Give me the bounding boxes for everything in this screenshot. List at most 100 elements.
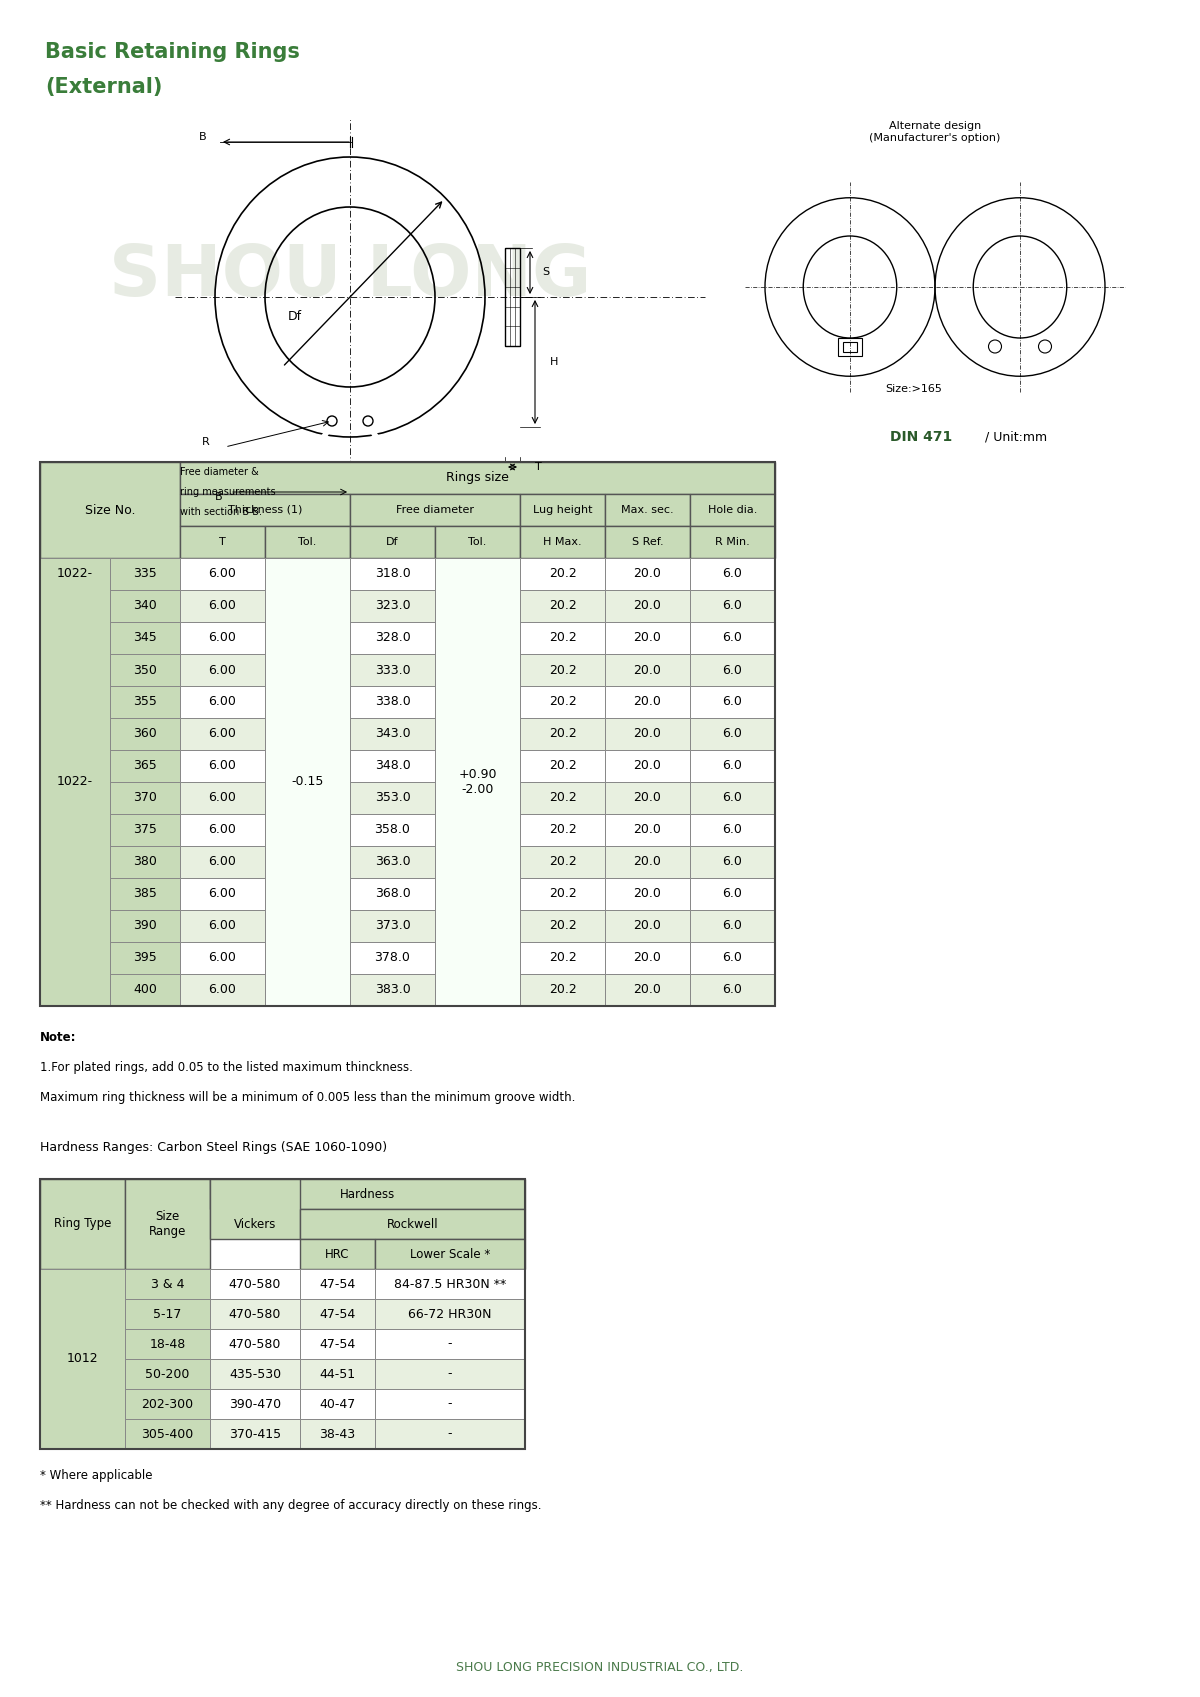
Bar (40, 1298, 125, 1329)
Text: 333.0: 333.0 (374, 664, 410, 677)
Text: 20.0: 20.0 (634, 952, 661, 964)
Text: 6.0: 6.0 (722, 855, 743, 869)
Text: 3 & 4: 3 & 4 (151, 1278, 185, 1290)
Bar (110, 718, 180, 750)
Text: Free diameter &: Free diameter & (180, 467, 259, 477)
Bar (180, 623, 265, 653)
Bar (350, 942, 436, 974)
Text: SHOU LONG PRECISION INDUSTRIAL CO., LTD.: SHOU LONG PRECISION INDUSTRIAL CO., LTD. (456, 1660, 744, 1673)
Bar (180, 462, 775, 494)
Bar (300, 1269, 374, 1298)
Text: 20.2: 20.2 (548, 791, 576, 804)
Text: 470-580: 470-580 (229, 1278, 281, 1290)
Text: 20.2: 20.2 (548, 823, 576, 837)
Bar (180, 558, 265, 591)
Bar (520, 623, 605, 653)
Text: 335: 335 (133, 567, 157, 580)
Text: 6.0: 6.0 (722, 823, 743, 837)
Bar (40, 1179, 125, 1269)
Text: T: T (220, 536, 226, 546)
Text: 390-470: 390-470 (229, 1398, 281, 1410)
Bar (300, 1239, 374, 1269)
Bar (265, 558, 350, 591)
Text: 6.0: 6.0 (722, 664, 743, 677)
Bar (40, 1269, 125, 1449)
Bar (210, 1359, 300, 1390)
Text: Alternate design
(Manufacturer's option): Alternate design (Manufacturer's option) (869, 120, 1001, 143)
Text: Size:>165: Size:>165 (886, 384, 942, 394)
Bar (125, 1390, 210, 1419)
Text: 20.0: 20.0 (634, 599, 661, 613)
Text: R: R (203, 438, 210, 446)
Text: Tol.: Tol. (299, 536, 317, 546)
Bar (40, 1329, 125, 1359)
Text: T: T (535, 462, 541, 472)
Bar (265, 558, 350, 1006)
Text: -: - (448, 1398, 452, 1410)
Bar (605, 974, 690, 1006)
Bar (40, 910, 110, 942)
Text: 6.0: 6.0 (722, 599, 743, 613)
Bar (40, 877, 110, 910)
Bar (110, 910, 180, 942)
Bar (265, 847, 350, 877)
Bar (110, 750, 180, 782)
Bar (605, 623, 690, 653)
Text: 20.0: 20.0 (634, 567, 661, 580)
Bar (40, 718, 110, 750)
Text: 318.0: 318.0 (374, 567, 410, 580)
Bar (605, 494, 690, 526)
Text: Df: Df (288, 311, 302, 324)
Text: 360: 360 (133, 728, 157, 740)
Text: 6.00: 6.00 (209, 599, 236, 613)
Bar (350, 623, 436, 653)
Text: 40-47: 40-47 (319, 1398, 355, 1410)
Text: 6.00: 6.00 (209, 791, 236, 804)
Text: ** Hardness can not be checked with any degree of accuracy directly on these rin: ** Hardness can not be checked with any … (40, 1498, 541, 1512)
Text: 363.0: 363.0 (374, 855, 410, 869)
Bar (434, 526, 520, 558)
Text: Basic Retaining Rings: Basic Retaining Rings (46, 42, 300, 63)
Text: 20.2: 20.2 (548, 664, 576, 677)
Text: Lug height: Lug height (533, 506, 593, 514)
Bar (40, 1359, 125, 1390)
Bar (520, 558, 605, 591)
Bar (210, 1179, 526, 1208)
Bar (605, 750, 690, 782)
Text: Max. sec.: Max. sec. (622, 506, 674, 514)
Text: (External): (External) (46, 76, 162, 97)
Text: 47-54: 47-54 (319, 1337, 355, 1351)
Text: 6.00: 6.00 (209, 888, 236, 901)
Text: 370: 370 (133, 791, 157, 804)
Bar (125, 1179, 210, 1269)
Bar (40, 462, 775, 1006)
Text: +0.90
-2.00: +0.90 -2.00 (458, 769, 497, 796)
Bar (374, 1419, 526, 1449)
Bar (690, 558, 775, 591)
Text: 353.0: 353.0 (374, 791, 410, 804)
Text: 38-43: 38-43 (319, 1427, 355, 1441)
Bar (300, 1208, 526, 1239)
Text: 328.0: 328.0 (374, 631, 410, 645)
Text: 1022-: 1022- (56, 776, 94, 789)
Bar (690, 653, 775, 686)
Bar (350, 910, 436, 942)
Bar (265, 526, 350, 558)
Bar (374, 1359, 526, 1390)
Bar (690, 910, 775, 942)
Text: 20.0: 20.0 (634, 920, 661, 932)
Bar (210, 1419, 300, 1449)
Bar (40, 653, 110, 686)
Text: 343.0: 343.0 (374, 728, 410, 740)
Bar (520, 718, 605, 750)
Text: 20.0: 20.0 (634, 728, 661, 740)
Bar (110, 623, 180, 653)
Text: 20.0: 20.0 (634, 631, 661, 645)
Bar (605, 942, 690, 974)
Text: 5-17: 5-17 (154, 1307, 181, 1320)
Text: 355: 355 (133, 696, 157, 709)
Text: H: H (550, 356, 558, 367)
Bar (520, 974, 605, 1006)
Bar (690, 718, 775, 750)
Text: 20.0: 20.0 (634, 664, 661, 677)
